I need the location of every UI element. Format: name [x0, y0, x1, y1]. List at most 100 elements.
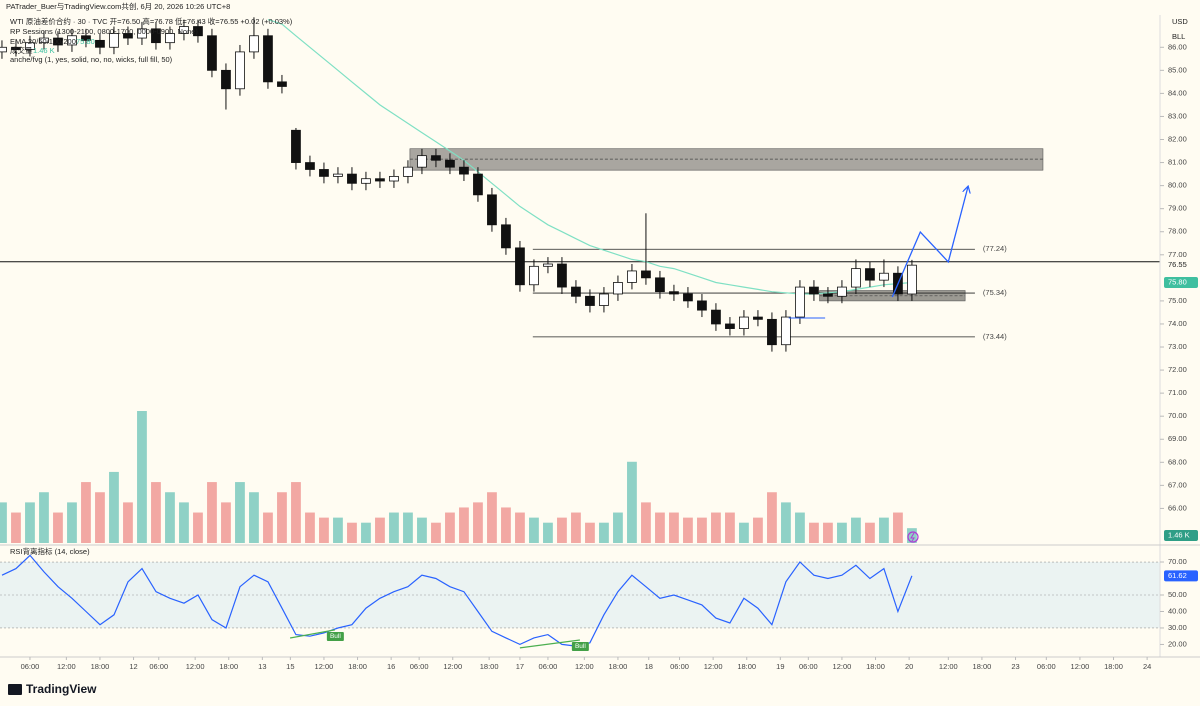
- volume-bar: [613, 512, 623, 543]
- candle-body: [193, 26, 203, 37]
- candle-body: [865, 268, 875, 281]
- volume-bar: [347, 522, 357, 543]
- x-tick-label: 12:00: [315, 662, 334, 671]
- x-tick-label: 06:00: [21, 662, 40, 671]
- x-tick-label: 12:00: [186, 662, 205, 671]
- projection-path: [891, 187, 968, 298]
- x-tick-label: 18: [645, 662, 653, 671]
- x-tick-label: 12:00: [443, 662, 462, 671]
- x-tick-label: 06:00: [410, 662, 429, 671]
- candle-body: [571, 286, 581, 297]
- y-tick-label: 67.00: [1168, 480, 1187, 489]
- volume-bar: [599, 522, 609, 543]
- candle-body: [459, 166, 469, 175]
- volume-bar: [529, 517, 539, 543]
- currency[interactable]: USD: [1172, 17, 1188, 26]
- candle-body: [249, 35, 259, 53]
- candle-body: [851, 268, 861, 288]
- volume-bar: [179, 502, 189, 543]
- x-tick-label: 18:00: [348, 662, 367, 671]
- plot-layer: (77.24) (75.34) (73.44) Bull Bull: [0, 17, 1160, 651]
- last-price-label: 76.55: [1168, 260, 1187, 269]
- volume-badge: [1164, 530, 1198, 541]
- volume-bar: [487, 492, 497, 543]
- volume-bar: [291, 482, 301, 543]
- volume-bar: [67, 502, 77, 543]
- y-tick-label: 80.00: [1168, 181, 1187, 190]
- level-label: (73.44): [983, 332, 1007, 341]
- rsi-tick-label: 70.00: [1168, 557, 1187, 566]
- volume-bar: [305, 512, 315, 543]
- y-tick-label: 82.00: [1168, 134, 1187, 143]
- volume-bar: [249, 492, 259, 543]
- x-tick-label: 23: [1011, 662, 1019, 671]
- sessions-legend[interactable]: RP Sessions (1300-2100, 0800-1700, 0000-…: [10, 27, 198, 36]
- volume-bar: [515, 512, 525, 543]
- candle-body: [319, 169, 329, 177]
- symbol-line[interactable]: WTI 原油差价合约 · 30 · TVC 开=76.50 高=76.78 低=…: [10, 16, 293, 26]
- candle-body: [207, 35, 217, 71]
- volume-bar: [781, 502, 791, 543]
- candle-body: [67, 35, 77, 46]
- x-tick-label: 06:00: [149, 662, 168, 671]
- volume-bar: [165, 492, 175, 543]
- ema-legend[interactable]: EMA 20/50/100/200: [10, 37, 76, 46]
- x-tick-label: 18:00: [737, 662, 756, 671]
- y-tick-label: 68.00: [1168, 457, 1187, 466]
- x-tick-label: 18:00: [609, 662, 628, 671]
- volume-bar: [109, 471, 119, 543]
- fvg-legend[interactable]: anche/fvg (1, yes, solid, no, no, wicks,…: [10, 55, 173, 64]
- rsi-badge: [1164, 570, 1198, 582]
- volume-bar: [627, 461, 637, 543]
- candle-body: [641, 270, 651, 279]
- volume-bar: [501, 507, 511, 543]
- logo[interactable]: TradingView: [26, 682, 97, 696]
- volume-bar: [641, 502, 651, 543]
- candle-body: [95, 39, 105, 48]
- volume-bar: [389, 512, 399, 543]
- candle-body: [0, 46, 7, 53]
- x-tick-label: 12: [129, 662, 137, 671]
- y-tick-label: 84.00: [1168, 88, 1187, 97]
- y-tick-label: 69.00: [1168, 434, 1187, 443]
- candle-body: [795, 286, 805, 318]
- candle-body: [725, 323, 735, 329]
- volume-label: 1.46 K: [1168, 530, 1190, 539]
- currency-unit: BLL: [1172, 32, 1185, 41]
- y-tick-label: 75.00: [1168, 296, 1187, 305]
- alert-bolt: [910, 532, 915, 542]
- volume-bar: [445, 512, 455, 543]
- candle-body: [711, 309, 721, 325]
- x-tick-label: 13: [258, 662, 266, 671]
- candle-body: [333, 173, 343, 177]
- watermark: PATrader_Buer与TradingView.com共创, 6月 20, …: [6, 1, 230, 11]
- candle-body: [361, 178, 371, 184]
- x-tick-label: 20: [905, 662, 913, 671]
- level-label: (75.34): [983, 288, 1007, 297]
- x-tick-label: 18:00: [480, 662, 499, 671]
- volume-bar: [123, 502, 133, 543]
- volume-bar: [851, 517, 861, 543]
- candle-body: [627, 270, 637, 283]
- alert-icon[interactable]: [907, 531, 919, 543]
- volume-bar: [193, 512, 203, 543]
- volume-bar: [739, 522, 749, 543]
- candle-body: [683, 293, 693, 302]
- volume-legend[interactable]: 成交量: [10, 45, 33, 55]
- rsi-legend[interactable]: RSI背离指标 (14, close): [10, 546, 90, 556]
- volume-bar: [53, 512, 63, 543]
- volume-bar: [25, 502, 35, 543]
- candle-body: [487, 194, 497, 226]
- candle-body: [697, 300, 707, 311]
- candle-body: [39, 37, 49, 44]
- candle-body: [767, 318, 777, 346]
- volume-bar: [865, 522, 875, 543]
- candle-body: [431, 155, 441, 161]
- candle-body: [515, 247, 525, 286]
- volume-bar: [683, 517, 693, 543]
- x-tick-label: 06:00: [1037, 662, 1056, 671]
- volume-bar: [725, 512, 735, 543]
- y-tick-label: 77.00: [1168, 250, 1187, 259]
